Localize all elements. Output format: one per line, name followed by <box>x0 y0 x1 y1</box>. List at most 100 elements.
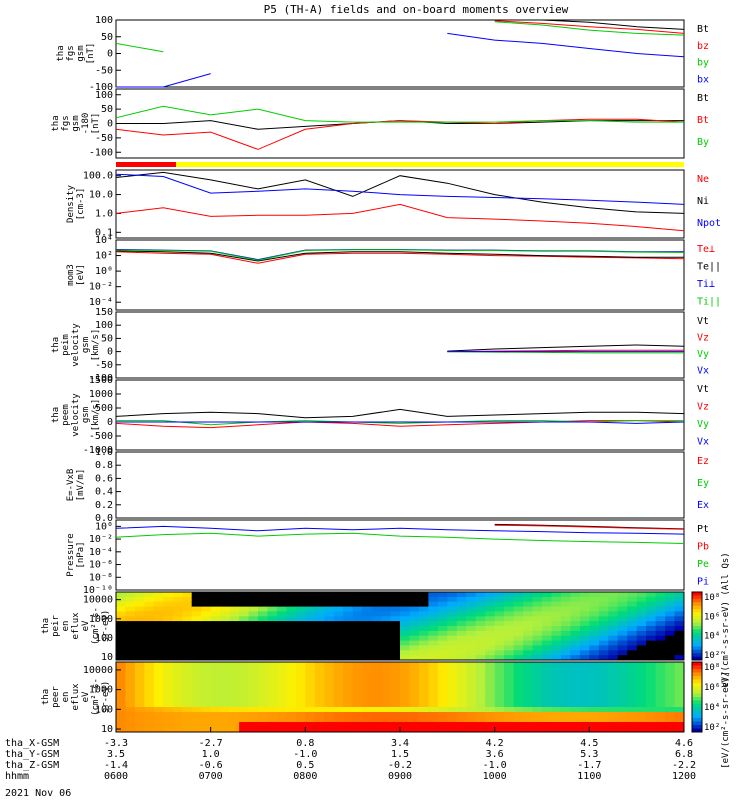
y-tick-label: 100 <box>95 633 113 644</box>
spectrogram-cell <box>475 630 486 637</box>
spectrogram-cell <box>305 662 316 668</box>
legend-entry: Bt <box>697 24 709 35</box>
spectrogram-cell <box>381 667 391 673</box>
spectrogram-cell <box>267 722 278 728</box>
spectrogram-cell <box>608 630 619 637</box>
spectrogram-cell <box>608 650 619 656</box>
spectrogram-cell <box>598 601 609 607</box>
spectrogram-cell <box>229 650 240 656</box>
spectrogram-cell <box>239 677 249 683</box>
spectrogram-cell <box>665 682 675 688</box>
spectrogram-cell <box>646 621 656 627</box>
spectrogram-cell <box>381 640 391 646</box>
spectrogram-cell <box>153 611 164 617</box>
spectrogram-cell <box>390 727 401 733</box>
spectrogram-cell <box>201 655 212 661</box>
spectrogram-cell <box>220 727 230 733</box>
spectrogram-cell <box>239 592 249 598</box>
spectrogram-cell <box>267 682 278 688</box>
spectrogram-cell <box>163 662 174 668</box>
spectrogram-cell <box>371 717 382 723</box>
spectrogram-cell <box>466 640 477 646</box>
spectrogram-cell <box>267 592 278 598</box>
x-tick-label: -0.2 <box>388 760 412 771</box>
spectrogram-cell <box>598 616 609 622</box>
spectrogram-cell <box>314 621 325 627</box>
y-axis-label: eV <box>81 691 91 702</box>
spectrogram-cell <box>485 672 496 678</box>
spectrogram-cell <box>153 727 164 733</box>
spectrogram-cell <box>475 687 486 693</box>
spectrogram-cell <box>362 707 372 713</box>
spectrogram-cell <box>504 611 514 617</box>
spectrogram-cell <box>542 697 552 703</box>
spectrogram-cell <box>674 596 685 603</box>
colorbar-cell <box>692 728 702 733</box>
spectrogram-cell <box>532 717 543 723</box>
spectrogram-cell <box>570 677 581 683</box>
spectrogram-cell <box>144 611 155 617</box>
spectrogram-cell <box>523 616 533 622</box>
spectrogram-cell <box>504 667 514 673</box>
spectrogram-cell <box>570 717 581 723</box>
spectrogram-cell <box>447 611 458 617</box>
spectrogram-cell <box>267 645 278 651</box>
spectrogram-cell <box>532 592 543 598</box>
spectrogram-cell <box>125 672 136 678</box>
spectrogram-cell <box>674 616 685 622</box>
spectrogram-cell <box>352 640 363 646</box>
spectrogram-cell <box>608 645 619 651</box>
spectrogram-cell <box>163 655 174 661</box>
spectrogram-cell <box>343 682 354 688</box>
spectrogram-cell <box>295 650 306 656</box>
spectrogram-cell <box>542 592 552 598</box>
spectrogram-cell <box>646 687 656 693</box>
spectrogram-cell <box>201 667 212 673</box>
spectrogram-cell <box>428 606 439 612</box>
spectrogram-cell <box>475 712 486 718</box>
spectrogram-cell <box>646 601 656 607</box>
spectrogram-cell <box>352 626 363 632</box>
spectrogram-cell <box>598 712 609 718</box>
spectrogram-cell <box>400 667 410 673</box>
spectrogram-cell <box>352 662 363 668</box>
spectrogram-cell <box>144 722 155 728</box>
colorbar-cell <box>692 725 702 729</box>
spectrogram-cell <box>504 655 514 661</box>
colorbar-frame <box>691 661 703 733</box>
legend-entry: Vy <box>697 419 709 430</box>
spectrogram-cell <box>428 645 439 651</box>
spectrogram-cell <box>295 662 306 668</box>
spectrogram-cell <box>409 712 420 718</box>
colorbar-tick-label: 10⁶ <box>704 683 720 693</box>
spectrogram-cell <box>627 606 638 612</box>
spectrogram-cell <box>579 672 590 678</box>
spectrogram-cell <box>636 722 647 728</box>
spectrogram-cell <box>305 677 316 683</box>
legend-entry: Ni <box>697 196 709 207</box>
spectrogram-cell <box>352 707 363 713</box>
spectrogram-cell <box>513 667 524 673</box>
spectrogram-cell <box>267 616 278 622</box>
x-tick-label: -3.3 <box>104 738 128 749</box>
spectrogram-cell <box>305 717 316 723</box>
spectrogram-cell <box>295 640 306 646</box>
x-tick-label: -1.4 <box>104 760 128 771</box>
spectrogram-cell <box>286 650 297 656</box>
spectrogram-cell <box>589 727 600 733</box>
spectrogram-cell <box>248 611 259 617</box>
spectrogram-cell <box>400 682 410 688</box>
spectrogram-cell <box>220 682 230 688</box>
legend-entry: Te⊥ <box>697 244 715 255</box>
y-tick-label: 100 <box>95 320 113 331</box>
spectrogram-cell <box>560 630 571 637</box>
spectrogram-cell <box>201 611 212 617</box>
spectrogram-cell <box>191 592 202 598</box>
spectrogram-cell <box>674 687 685 693</box>
spectrogram-cell <box>371 601 382 607</box>
spectrogram-cell <box>542 672 552 678</box>
spectrogram-cell <box>400 650 410 656</box>
spectrogram-cell <box>466 621 477 627</box>
spectrogram-cell <box>295 592 306 598</box>
spectrogram-cell <box>362 655 372 661</box>
